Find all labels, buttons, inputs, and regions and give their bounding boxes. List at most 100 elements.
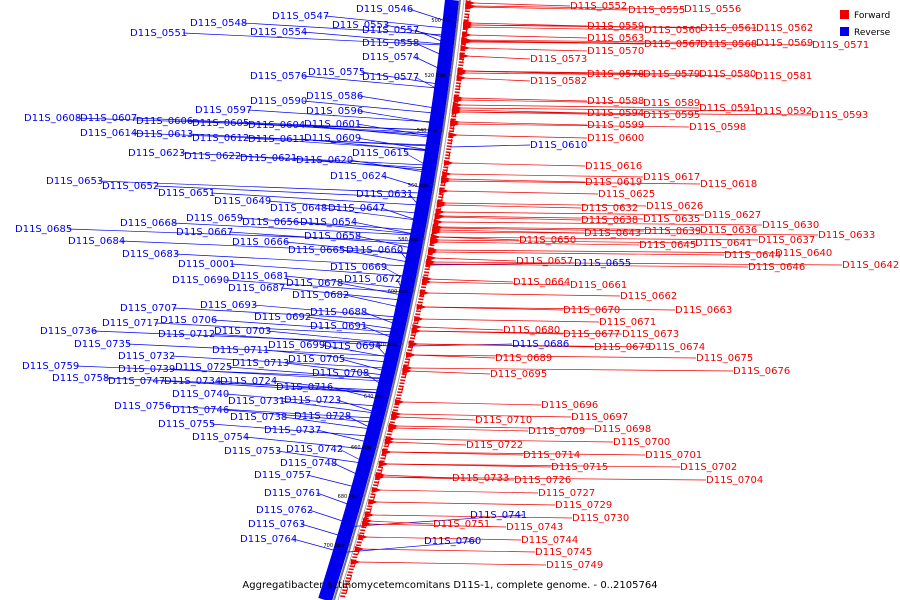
forward-feature-mark [435, 208, 442, 211]
reverse-connector [353, 221, 415, 235]
forward-feature-mark [429, 244, 435, 247]
forward-feature-arrow [436, 202, 447, 208]
forward-feature-label: D11S_0569 [756, 38, 813, 49]
reverse-connector [217, 380, 380, 394]
forward-feature-mark [423, 274, 429, 277]
forward-connector [467, 41, 813, 46]
forward-feature-mark [347, 571, 353, 574]
forward-connector [374, 501, 556, 506]
forward-connector [417, 330, 623, 335]
forward-connector [445, 190, 599, 195]
reverse-feature-label: D11S_0717 [102, 318, 159, 329]
scale-tick-label: 660 kbp [351, 445, 371, 451]
forward-feature-arrow [388, 425, 399, 431]
reverse-feature-label: D11S_0622 [184, 151, 241, 162]
forward-feature-label: D11S_0698 [594, 424, 651, 435]
reverse-connector [341, 358, 386, 372]
reverse-connector [396, 278, 404, 292]
reverse-feature-label: D11S_0687 [228, 283, 285, 294]
forward-feature-label: D11S_0580 [699, 69, 756, 80]
forward-connector [471, 6, 629, 11]
forward-feature-label: D11S_0646 [748, 262, 805, 273]
forward-feature-label: D11S_0671 [599, 317, 656, 328]
forward-feature-mark [455, 88, 461, 91]
reverse-feature-label: D11S_0703 [214, 326, 271, 337]
forward-connector [384, 463, 681, 468]
forward-feature-arrow [408, 341, 419, 347]
forward-feature-mark [409, 340, 415, 343]
forward-connector [412, 354, 496, 359]
forward-feature-arrow [411, 328, 422, 334]
reverse-connector [338, 448, 363, 462]
reverse-feature-label: D11S_0654 [300, 217, 357, 228]
forward-connector [465, 55, 531, 60]
forward-feature-label: D11S_0637 [758, 235, 815, 246]
forward-connector [468, 26, 645, 31]
forward-connector [394, 425, 595, 430]
forward-feature-mark [464, 10, 470, 13]
reverse-connector [99, 180, 422, 194]
forward-feature-label: D11S_0730 [572, 513, 629, 524]
forward-feature-label: D11S_0697 [571, 412, 628, 423]
forward-connector [437, 231, 819, 236]
forward-connector [448, 173, 644, 178]
forward-feature-mark [409, 337, 416, 340]
reverse-connector [237, 155, 426, 169]
reverse-feature-label: D11S_0694 [324, 341, 381, 352]
forward-feature-mark [377, 466, 384, 469]
forward-feature-mark [348, 568, 354, 571]
forward-connector [418, 326, 504, 331]
reverse-connector [376, 345, 389, 359]
reverse-feature-label: D11S_0758 [52, 373, 109, 384]
forward-connector [462, 77, 531, 82]
reverse-connector [173, 222, 414, 236]
reverse-feature-label: D11S_0734 [164, 376, 221, 387]
forward-feature-label: D11S_0701 [645, 450, 702, 461]
forward-feature-mark [459, 52, 465, 55]
forward-feature-label: D11S_0662 [620, 291, 677, 302]
forward-connector [471, 5, 685, 10]
forward-feature-arrow [465, 3, 476, 9]
reverse-feature-label: D11S_0725 [175, 362, 232, 373]
forward-connector [368, 520, 434, 525]
backbone-outer-line [333, 0, 461, 600]
forward-feature-label: D11S_0650 [519, 235, 576, 246]
reverse-feature-label: D11S_0713 [232, 358, 289, 369]
reverse-feature-label: D11S_0682 [292, 290, 349, 301]
forward-connector [457, 111, 812, 116]
forward-feature-label: D11S_0591 [699, 103, 756, 114]
reverse-feature-label: D11S_0558 [362, 38, 419, 49]
forward-feature-mark [383, 445, 389, 448]
forward-connector [391, 438, 614, 443]
reverse-feature-label: D11S_0693 [200, 300, 257, 311]
forward-connector [427, 281, 571, 286]
reverse-connector [285, 275, 404, 289]
forward-feature-arrow [428, 249, 439, 255]
forward-feature-mark [458, 61, 464, 64]
reverse-connector [398, 249, 409, 263]
forward-feature-label: D11S_0645 [639, 240, 696, 251]
forward-feature-label: D11S_0632 [581, 203, 638, 214]
forward-feature-label: D11S_0567 [644, 39, 701, 50]
reverse-feature-label: D11S_0655 [574, 258, 631, 269]
reverse-feature-label: D11S_0685 [15, 224, 72, 235]
reverse-connector [228, 366, 384, 380]
reverse-feature-label: D11S_0735 [74, 339, 131, 350]
forward-feature-mark [415, 313, 421, 316]
forward-feature-label: D11S_0674 [648, 342, 705, 353]
reverse-connector [323, 207, 417, 221]
forward-feature-mark [355, 544, 361, 547]
scale-tick-label: 620 kbp [376, 342, 396, 348]
reverse-feature-label: D11S_0764 [240, 534, 297, 545]
forward-feature-mark [445, 154, 451, 157]
forward-connector [440, 215, 644, 220]
reverse-connector [339, 282, 402, 296]
forward-feature-label: D11S_0680 [503, 325, 560, 336]
reverse-feature-label: D11S_0605 [192, 118, 249, 129]
forward-feature-mark [395, 397, 401, 400]
reverse-feature-label: D11S_0755 [158, 419, 215, 430]
forward-connector [440, 216, 582, 221]
reverse-feature-label: D11S_0688 [310, 307, 367, 318]
forward-connector [425, 292, 621, 297]
